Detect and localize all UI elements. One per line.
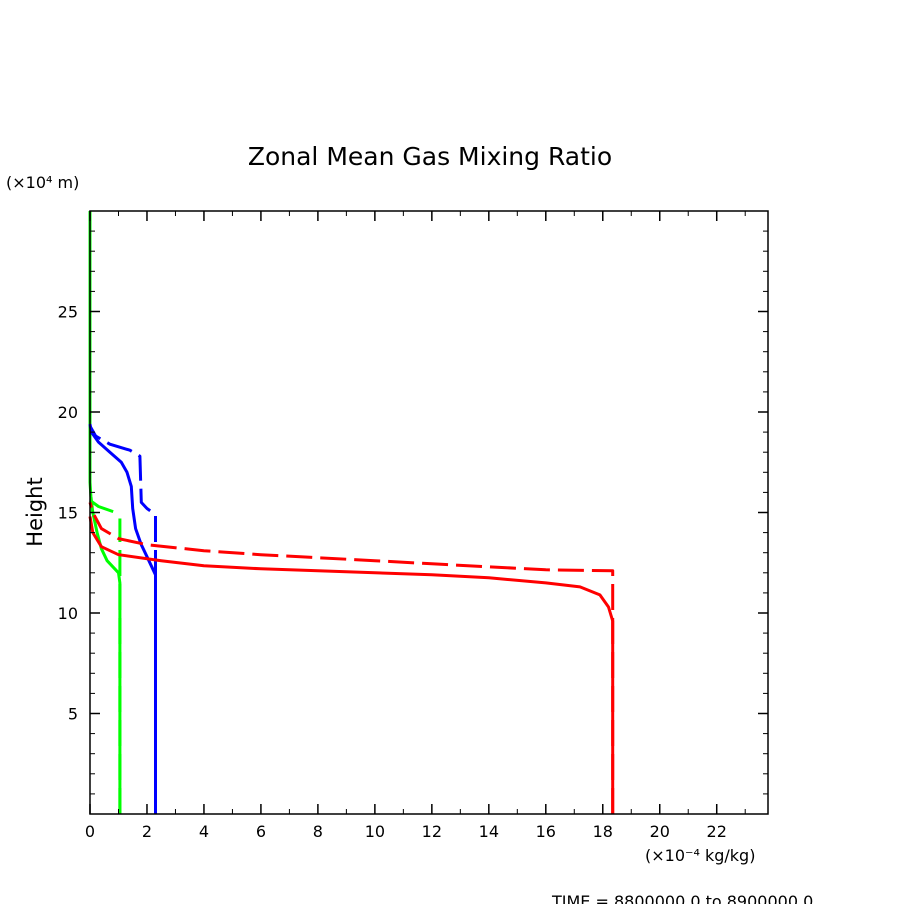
x-tick-label: 8 [313, 822, 323, 841]
y-tick-label: 25 [58, 303, 78, 322]
series-line-7 [88, 501, 615, 814]
series-line-5 [88, 425, 157, 814]
x-tick-label: 22 [707, 822, 727, 841]
y-tick-label: 10 [58, 604, 78, 623]
x-tick-label: 0 [85, 822, 95, 841]
chart-title: Zonal Mean Gas Mixing Ratio [248, 142, 612, 171]
x-tick-label: 6 [256, 822, 266, 841]
x-axis-unit: (×10⁻⁴ kg/kg) [645, 846, 755, 865]
axes-layer: 0 2 4 6 8 10 12 14 16 18 20 22 5 10 15 20 25 [58, 210, 769, 841]
series-layer [88, 211, 615, 814]
y-tick-label: 5 [68, 705, 78, 724]
series-line-4 [88, 423, 157, 814]
y-axis-label: Height [23, 477, 47, 546]
y-tick-label: 20 [58, 403, 78, 422]
x-tick-label: 18 [593, 822, 613, 841]
x-tick-label: 2 [142, 822, 152, 841]
x-tick-label: 16 [536, 822, 556, 841]
x-tick-label: 4 [199, 822, 209, 841]
plot-frame [89, 210, 769, 815]
x-tick-label: 20 [650, 822, 670, 841]
series-line-3 [89, 499, 117, 514]
x-tick-label: 10 [365, 822, 385, 841]
series-line-6 [88, 516, 615, 814]
y-tick-label: 15 [58, 504, 78, 523]
x-tick-label: 14 [479, 822, 499, 841]
footer-time: TIME = 8800000.0 to 8900000.0 [551, 892, 813, 904]
y-axis-unit: (×10⁴ m) [6, 173, 79, 192]
x-tick-label: 12 [422, 822, 442, 841]
